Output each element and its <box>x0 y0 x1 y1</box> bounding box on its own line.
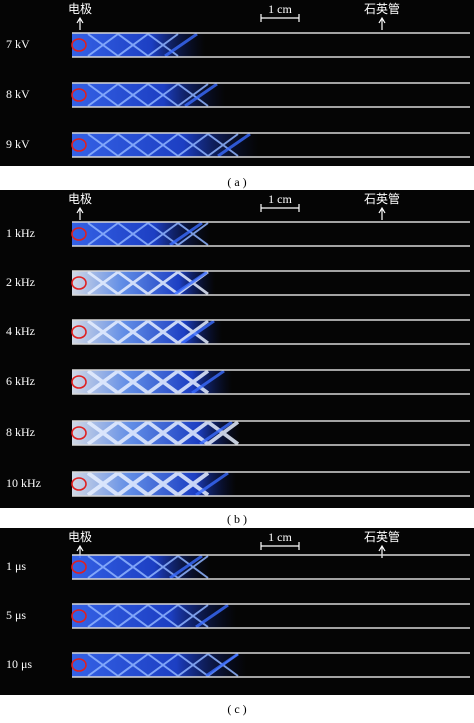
panel-caption: ( b ) <box>227 512 247 526</box>
electrode <box>71 325 87 339</box>
electrode <box>71 138 87 152</box>
scale-bar <box>260 542 300 550</box>
electrode-label: 电极 <box>68 2 92 16</box>
row-label: 8 kHz <box>6 425 35 439</box>
plasma-tail <box>181 319 215 345</box>
plasma-tail <box>169 554 203 580</box>
plasma-tail <box>195 471 229 497</box>
row-label: 1 kHz <box>6 226 35 240</box>
row-label: 1 μs <box>6 559 26 573</box>
electrode <box>71 426 87 440</box>
electrode <box>71 560 87 574</box>
row-label: 6 kHz <box>6 374 35 388</box>
electrode-label: 电极 <box>68 530 92 544</box>
plasma-glow <box>72 604 236 628</box>
plasma-glow <box>72 133 258 157</box>
electrode <box>71 88 87 102</box>
plasma-tail <box>199 420 233 446</box>
row-label: 10 kHz <box>6 476 41 490</box>
plasma-helix <box>87 555 209 579</box>
plasma-tail <box>217 132 251 158</box>
panel-caption: ( a ) <box>227 175 246 189</box>
plasma-tail <box>191 369 225 395</box>
plasma-helix <box>87 319 209 345</box>
electrode-arrow <box>76 206 84 220</box>
electrode <box>71 276 87 290</box>
row-label: 8 kV <box>6 87 30 101</box>
scale-label: 1 cm <box>268 530 292 544</box>
scale-bar <box>260 204 300 212</box>
electrode <box>71 227 87 241</box>
plasma-helix <box>86 420 240 446</box>
plasma-helix <box>87 604 209 628</box>
row-label: 2 kHz <box>6 275 35 289</box>
plasma-helix <box>87 33 179 57</box>
plasma-helix <box>86 471 210 497</box>
tube-arrow <box>378 16 386 30</box>
row-label: 5 μs <box>6 608 26 622</box>
plasma-tail <box>205 652 239 678</box>
panel-caption: ( c ) <box>227 702 246 716</box>
tube-label: 石英管 <box>364 191 400 206</box>
panel-background <box>0 190 474 508</box>
plasma-helix <box>87 222 209 246</box>
plasma-tail <box>174 270 208 296</box>
electrode <box>71 375 87 389</box>
electrode-label: 电极 <box>68 192 92 206</box>
scale-label: 1 cm <box>268 192 292 206</box>
tube-label: 石英管 <box>364 529 400 544</box>
plasma-helix <box>86 369 210 395</box>
plasma-glow <box>72 653 246 677</box>
scale-bar <box>260 14 300 22</box>
electrode <box>71 658 87 672</box>
plasma-tail <box>184 82 218 108</box>
row-label: 10 μs <box>6 657 32 671</box>
electrode-arrow <box>76 16 84 30</box>
plasma-tail <box>169 221 203 247</box>
electrode <box>71 477 87 491</box>
tube-label: 石英管 <box>364 1 400 16</box>
tube-arrow <box>378 544 386 558</box>
electrode <box>71 38 87 52</box>
tube-arrow <box>378 206 386 220</box>
scale-label: 1 cm <box>268 2 292 16</box>
plasma-helix <box>87 83 209 107</box>
row-label: 9 kV <box>6 137 30 151</box>
electrode <box>71 609 87 623</box>
row-label: 7 kV <box>6 37 30 51</box>
row-label: 4 kHz <box>6 324 35 338</box>
plasma-helix <box>87 133 239 157</box>
plasma-tail <box>164 32 198 58</box>
plasma-tail <box>195 603 229 629</box>
